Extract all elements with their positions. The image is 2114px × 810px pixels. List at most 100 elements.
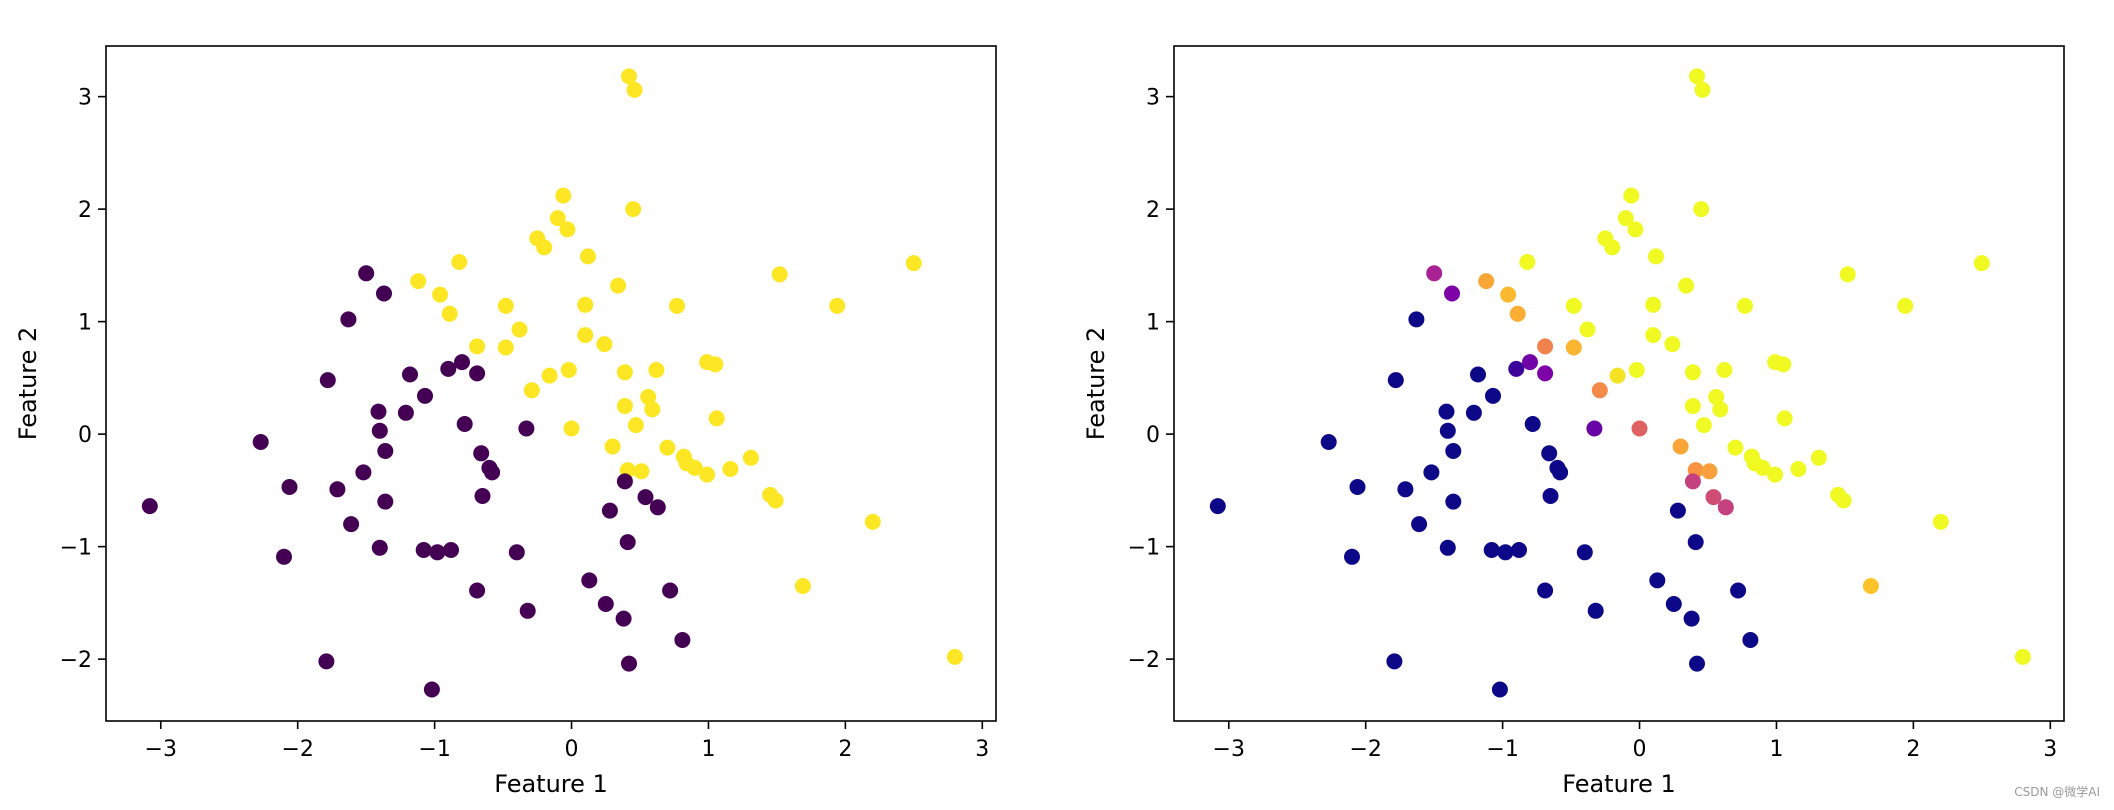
data-point bbox=[410, 273, 427, 290]
data-point bbox=[474, 488, 491, 504]
data-point bbox=[281, 479, 298, 495]
data-point bbox=[644, 401, 661, 418]
data-point bbox=[371, 539, 388, 556]
data-point bbox=[1386, 653, 1403, 670]
data-point bbox=[1591, 382, 1608, 399]
data-point bbox=[1664, 336, 1681, 353]
data-point bbox=[523, 382, 540, 399]
data-point bbox=[402, 366, 418, 383]
data-point bbox=[1648, 248, 1664, 265]
data-point bbox=[252, 434, 269, 450]
data-point bbox=[536, 239, 553, 256]
data-point bbox=[1810, 449, 1827, 466]
data-point bbox=[1445, 493, 1462, 510]
data-point bbox=[674, 632, 691, 648]
data-point bbox=[699, 466, 716, 483]
right-plot-frame bbox=[1173, 45, 2065, 722]
data-point bbox=[1742, 632, 1759, 648]
data-point bbox=[648, 362, 665, 378]
data-point bbox=[1445, 443, 1462, 459]
data-point bbox=[415, 542, 432, 558]
x-tick-label: −2 bbox=[1349, 737, 1381, 762]
data-point bbox=[1689, 655, 1705, 672]
data-point bbox=[371, 422, 388, 439]
data-point bbox=[1587, 602, 1604, 619]
x-tick-label: −1 bbox=[418, 737, 450, 762]
data-point bbox=[596, 336, 613, 353]
data-point bbox=[358, 265, 375, 282]
data-point bbox=[497, 297, 514, 314]
data-point bbox=[1397, 481, 1414, 498]
right-points bbox=[1209, 68, 2031, 698]
left-plot-frame bbox=[105, 45, 997, 722]
x-tick-label: 0 bbox=[1633, 737, 1647, 762]
data-point bbox=[946, 648, 963, 665]
data-point bbox=[1537, 582, 1554, 599]
data-point bbox=[559, 221, 576, 238]
data-point bbox=[1508, 360, 1525, 377]
data-point bbox=[429, 544, 446, 561]
data-point bbox=[615, 610, 632, 627]
data-point bbox=[616, 364, 633, 381]
data-point bbox=[1775, 356, 1792, 373]
data-point bbox=[604, 438, 621, 455]
data-point bbox=[625, 201, 642, 218]
data-point bbox=[1408, 311, 1425, 328]
data-point bbox=[370, 403, 387, 420]
data-point bbox=[1973, 255, 1990, 272]
data-point bbox=[1776, 410, 1793, 427]
data-point bbox=[1320, 434, 1337, 450]
data-point bbox=[1754, 459, 1771, 476]
x-tick-label: 2 bbox=[1906, 737, 1920, 762]
data-point bbox=[1767, 466, 1784, 483]
watermark-text: CSDN @微学AI bbox=[2014, 785, 2100, 799]
data-point bbox=[1444, 285, 1460, 302]
data-point bbox=[1423, 464, 1440, 481]
data-point bbox=[1491, 681, 1508, 698]
data-point bbox=[1537, 338, 1554, 355]
data-point bbox=[469, 365, 486, 382]
data-point bbox=[686, 459, 703, 476]
data-point bbox=[1344, 548, 1360, 565]
data-point bbox=[1500, 286, 1517, 303]
data-point bbox=[1465, 404, 1482, 421]
data-point bbox=[1835, 492, 1852, 509]
data-point bbox=[771, 266, 788, 283]
data-point bbox=[1645, 296, 1662, 313]
data-point bbox=[511, 321, 528, 338]
y-tick-label: −1 bbox=[60, 536, 92, 561]
data-point bbox=[454, 354, 470, 371]
data-point bbox=[1932, 513, 1949, 530]
data-point bbox=[441, 305, 458, 322]
data-point bbox=[597, 596, 614, 612]
data-point bbox=[1678, 277, 1695, 294]
data-point bbox=[1897, 297, 1914, 314]
data-point bbox=[610, 277, 627, 294]
data-point bbox=[377, 493, 394, 510]
left-x-axis-label: Feature 1 bbox=[494, 770, 608, 798]
data-point bbox=[451, 254, 468, 270]
data-point bbox=[1565, 339, 1582, 356]
data-point bbox=[577, 296, 594, 313]
data-point bbox=[1509, 305, 1526, 322]
data-point bbox=[1617, 210, 1634, 227]
data-point bbox=[1862, 578, 1879, 594]
data-point bbox=[560, 362, 577, 378]
data-point bbox=[497, 339, 514, 356]
right-x-axis-label: Feature 1 bbox=[1562, 770, 1676, 798]
data-point bbox=[376, 285, 392, 302]
data-point bbox=[432, 286, 449, 303]
data-point bbox=[1665, 596, 1682, 612]
data-point bbox=[905, 255, 922, 272]
data-point bbox=[456, 416, 473, 432]
y-tick-label: −1 bbox=[1128, 536, 1160, 561]
data-point bbox=[1524, 416, 1541, 432]
data-point bbox=[616, 398, 633, 414]
data-point bbox=[443, 542, 459, 558]
data-point bbox=[1708, 389, 1725, 405]
data-point bbox=[619, 534, 636, 551]
data-point bbox=[1716, 362, 1733, 378]
x-tick-label: 2 bbox=[838, 737, 852, 762]
data-point bbox=[518, 420, 535, 437]
y-tick-label: −2 bbox=[1128, 648, 1160, 673]
